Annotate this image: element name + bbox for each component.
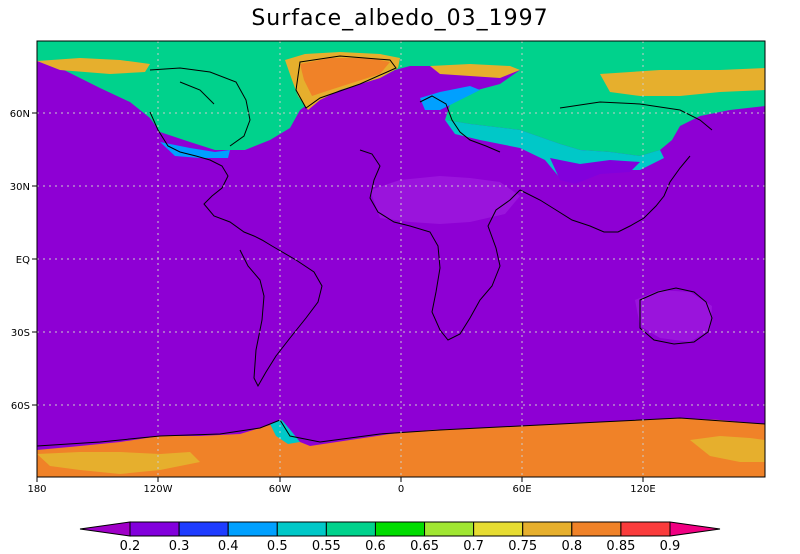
na-transition <box>160 142 230 158</box>
colorbar-label: 0.75 <box>508 539 537 554</box>
colorbar-label: 0.55 <box>312 539 341 554</box>
asia-low-patch <box>550 158 640 184</box>
lat-label: 30S <box>11 328 30 339</box>
lon-label: 180 <box>27 484 46 495</box>
canada-arctic-ice <box>37 58 150 74</box>
lat-label: 30N <box>10 182 30 193</box>
colorbar-swatch <box>178 521 229 537</box>
tick-marks <box>32 112 644 482</box>
graticule <box>37 41 765 477</box>
lon-label: 60E <box>512 484 531 495</box>
peninsula-transition <box>270 420 300 444</box>
coastlines <box>37 55 765 447</box>
colorbar-swatch <box>276 521 327 537</box>
lat-label: 60S <box>11 401 30 412</box>
colorbar-swatch <box>620 521 671 537</box>
australia-coast <box>639 287 713 345</box>
colorbar-label: 0.6 <box>365 539 386 554</box>
colorbar-label: 0.9 <box>660 539 681 554</box>
colorbar-swatch <box>227 521 278 537</box>
canada-coast <box>149 67 251 147</box>
greenland-coast <box>295 55 397 109</box>
colorbar-label: 0.8 <box>561 539 582 554</box>
colorbar-left-arrow <box>79 521 131 537</box>
colorbar-label: 0.7 <box>463 539 484 554</box>
lon-label: 60W <box>269 484 292 495</box>
colorbar: 0.2 0.3 0.4 0.5 0.55 0.6 0.65 0.7 0.75 0.8 0.85 0.9 <box>79 521 721 554</box>
antarctica-coast <box>37 417 765 447</box>
colorbar-label: 0.5 <box>267 539 288 554</box>
eurasia-coast <box>419 95 713 153</box>
americas-coast <box>149 111 323 388</box>
scandinavia-transition <box>420 86 480 110</box>
colorbar-label: 0.85 <box>606 539 635 554</box>
colorbar-swatch <box>325 521 376 537</box>
lon-label: 0 <box>398 484 404 495</box>
colorbar-label: 0.3 <box>169 539 190 554</box>
australia-patch <box>635 290 712 342</box>
colorbar-swatch <box>473 521 524 537</box>
lon-label: 120E <box>630 484 655 495</box>
colorbar-label: 0.4 <box>218 539 239 554</box>
colorbar-label: 0.2 <box>120 539 141 554</box>
colorbar-label: 0.65 <box>410 539 439 554</box>
northern-snow <box>37 41 765 156</box>
antarctica-ice <box>37 418 765 477</box>
greenland-core <box>300 58 390 96</box>
asia-south-coast <box>519 155 691 233</box>
svalbard-ice <box>430 64 520 78</box>
antarctica-gold-e <box>690 436 765 462</box>
siberia-arctic-ice <box>600 68 765 96</box>
lon-label: 120W <box>144 484 173 495</box>
colorbar-swatch <box>571 521 622 537</box>
colorbar-swatch <box>424 521 475 537</box>
sahara-patch <box>370 176 520 224</box>
lat-label: EQ <box>16 255 30 266</box>
lon-labels: 180 120W 60W 0 60E 120E <box>27 484 655 495</box>
lat-labels: 60N 30N EQ 30S 60S <box>10 109 30 412</box>
colorbar-right-arrow <box>669 521 721 537</box>
map-title: Surface_albedo_03_1997 <box>251 6 549 31</box>
antarctica-gold-w <box>37 452 200 474</box>
africa-coast <box>359 149 521 341</box>
lat-label: 60N <box>10 109 30 120</box>
colorbar-swatch <box>374 521 426 537</box>
colorbar-swatch <box>129 521 180 537</box>
colorbar-swatch <box>522 521 573 537</box>
